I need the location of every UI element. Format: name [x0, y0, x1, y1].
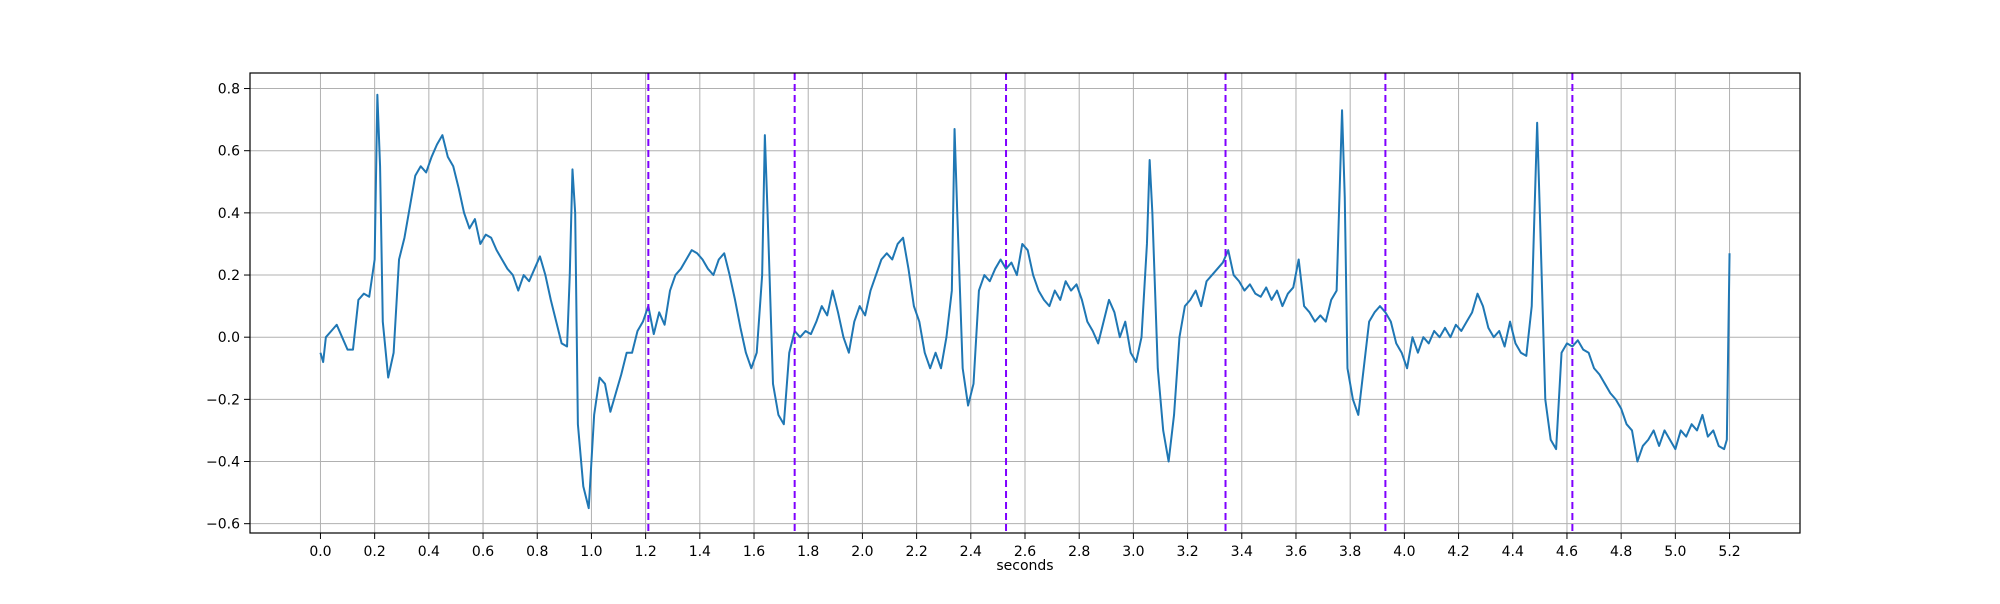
x-tick-label: 3.6 [1285, 544, 1307, 560]
x-tick-label: 2.2 [905, 544, 927, 560]
y-tick-label: −0.4 [206, 455, 240, 471]
x-tick-label: 0.8 [526, 544, 548, 560]
x-tick-label: 4.6 [1556, 544, 1578, 560]
x-tick-label: 2.0 [851, 544, 873, 560]
y-tick-label: 0.8 [218, 82, 240, 98]
x-tick-label: 2.6 [1014, 544, 1036, 560]
x-tick-label: 5.2 [1718, 544, 1740, 560]
x-tick-label: 4.2 [1447, 544, 1469, 560]
x-tick-label: 0.0 [309, 544, 331, 560]
ticks: 0.0 0.2 0.4 0.6 0.8 1.0 1.2 1.4 1.6 1.8 2.0 2.2 2.4 2… [206, 82, 1741, 560]
signal-line [319, 93, 1731, 510]
x-tick-label: 0.4 [418, 544, 440, 560]
x-tick-label: 1.8 [797, 544, 819, 560]
y-tick-label: 0.0 [218, 330, 240, 346]
plot-area [319, 73, 1731, 533]
y-tick-label: 0.4 [218, 206, 240, 222]
x-tick-label: 1.4 [689, 544, 711, 560]
y-tick-label: −0.6 [206, 517, 240, 533]
x-tick-label: 1.6 [743, 544, 765, 560]
x-tick-label: 2.8 [1068, 544, 1090, 560]
x-tick-label: 1.2 [634, 544, 656, 560]
x-tick-label: 3.8 [1339, 544, 1361, 560]
y-tick-label: 0.2 [218, 268, 240, 284]
x-tick-label: 1.0 [580, 544, 602, 560]
grid [250, 73, 1800, 533]
x-tick-label: 0.2 [364, 544, 386, 560]
y-tick-label: −0.2 [206, 392, 240, 408]
x-tick-label: 5.0 [1664, 544, 1686, 560]
x-tick-label: 3.0 [1122, 544, 1144, 560]
x-tick-label: 0.6 [472, 544, 494, 560]
x-axis-label: seconds [996, 558, 1053, 574]
x-tick-label: 3.4 [1231, 544, 1253, 560]
x-tick-label: 4.8 [1610, 544, 1632, 560]
x-tick-label: 4.0 [1393, 544, 1415, 560]
x-tick-label: 4.4 [1502, 544, 1524, 560]
x-tick-label: 2.4 [960, 544, 982, 560]
y-tick-label: 0.6 [218, 144, 240, 160]
x-tick-label: 3.2 [1176, 544, 1198, 560]
